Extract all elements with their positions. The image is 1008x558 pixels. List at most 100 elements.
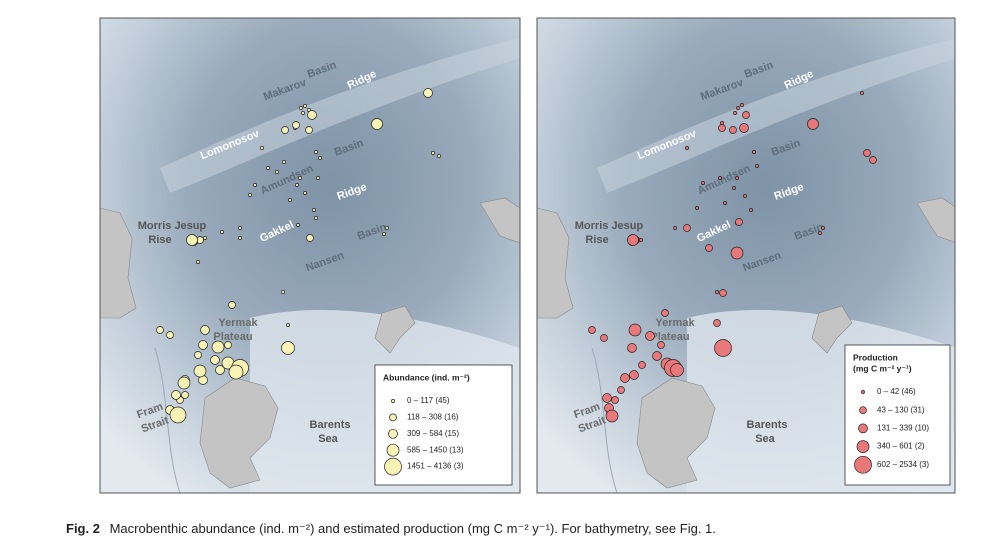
station-dot bbox=[200, 325, 210, 335]
legend-entry: 602 – 2534 (3) bbox=[877, 460, 929, 469]
station-dot bbox=[602, 393, 612, 403]
station-dot bbox=[733, 111, 737, 115]
station-dot bbox=[228, 301, 236, 309]
station-dot bbox=[735, 176, 739, 180]
station-dot bbox=[752, 150, 756, 154]
station-dot bbox=[281, 290, 285, 294]
station-dot bbox=[238, 236, 242, 240]
trench bbox=[591, 347, 618, 493]
station-dot bbox=[605, 409, 619, 423]
legend-title: (mg C m⁻² y⁻¹) bbox=[853, 363, 912, 373]
station-dot bbox=[385, 226, 389, 230]
ridge-band bbox=[160, 38, 520, 193]
legend-symbol bbox=[854, 455, 872, 474]
station-dot bbox=[169, 406, 187, 424]
legend-entry: 131 – 339 (10) bbox=[877, 424, 929, 433]
ridge-band bbox=[597, 38, 955, 193]
station-dot bbox=[720, 121, 724, 125]
station-dot bbox=[719, 289, 727, 297]
station-dot bbox=[718, 124, 726, 132]
station-dot bbox=[742, 111, 750, 119]
station-dot bbox=[303, 104, 307, 108]
station-dot bbox=[732, 186, 736, 190]
station-dot bbox=[657, 341, 665, 349]
legend-symbol bbox=[384, 457, 402, 476]
legend-entry: 43 – 130 (31) bbox=[877, 405, 925, 414]
legend-entry: 118 – 308 (16) bbox=[407, 413, 459, 422]
station-dot bbox=[743, 194, 747, 198]
place-label: Sea bbox=[755, 433, 775, 445]
station-dot bbox=[288, 198, 292, 202]
station-dot bbox=[215, 365, 225, 375]
station-dot bbox=[749, 208, 753, 212]
station-dot bbox=[281, 126, 289, 134]
place-label: Plateau bbox=[213, 331, 252, 343]
land-greenland bbox=[100, 207, 137, 319]
caption-text: Macrobenthic abundance (ind. m⁻²) and es… bbox=[110, 521, 716, 536]
station-dot bbox=[238, 226, 242, 230]
station-dot bbox=[588, 326, 596, 334]
station-dot bbox=[423, 88, 433, 98]
land-svalbard bbox=[636, 377, 716, 489]
legend-symbol bbox=[861, 390, 865, 394]
place-label: Plateau bbox=[650, 331, 689, 343]
station-dot bbox=[314, 216, 318, 220]
station-dot bbox=[203, 236, 207, 240]
station-dot bbox=[296, 223, 300, 227]
station-dot bbox=[695, 206, 699, 210]
station-dot bbox=[314, 150, 318, 154]
station-dot bbox=[627, 343, 637, 353]
station-dot bbox=[186, 234, 198, 246]
station-dot bbox=[807, 118, 819, 130]
station-dot bbox=[171, 390, 181, 400]
station-dot bbox=[713, 319, 721, 327]
place-label: Yermak bbox=[218, 317, 258, 329]
station-dot bbox=[194, 351, 202, 359]
station-dot bbox=[652, 351, 662, 361]
station-dot bbox=[437, 154, 441, 158]
station-dot bbox=[705, 244, 713, 252]
station-dot bbox=[714, 339, 732, 357]
station-dot bbox=[735, 218, 743, 226]
station-dot bbox=[295, 183, 299, 187]
land-franzjosef bbox=[374, 305, 416, 354]
station-dot bbox=[670, 363, 684, 377]
legend-symbol bbox=[858, 423, 868, 434]
station-dot bbox=[228, 364, 244, 380]
legend-symbol bbox=[386, 443, 400, 457]
land-greenland bbox=[537, 207, 574, 319]
station-dot bbox=[715, 290, 719, 294]
land-severnaya bbox=[479, 197, 520, 244]
legend-entry: 585 – 1450 (13) bbox=[407, 445, 464, 454]
station-dot bbox=[306, 234, 314, 242]
station-dot bbox=[723, 201, 727, 205]
station-dot bbox=[305, 126, 313, 134]
legend: Production(mg C m⁻² y⁻¹) 0 – 42 (46) 43 – … bbox=[844, 344, 951, 486]
station-dot bbox=[198, 340, 208, 350]
station-dot bbox=[371, 118, 383, 130]
place-label: Barents bbox=[747, 419, 788, 431]
station-dot bbox=[718, 176, 722, 180]
station-dot bbox=[193, 364, 207, 378]
legend-symbol bbox=[391, 399, 395, 403]
station-dot bbox=[303, 191, 307, 195]
legend-title: Abundance (ind. m⁻²) bbox=[383, 372, 470, 382]
caption: Fig. 2 Macrobenthic abundance (ind. m⁻²)… bbox=[66, 521, 716, 536]
station-dot bbox=[301, 111, 305, 115]
station-dot bbox=[701, 181, 705, 185]
station-dot bbox=[224, 341, 232, 349]
station-dot bbox=[211, 340, 225, 354]
station-dot bbox=[729, 126, 737, 134]
station-dot bbox=[286, 323, 290, 327]
station-dot bbox=[617, 386, 625, 394]
station-dot bbox=[282, 160, 286, 164]
legend-symbol bbox=[856, 440, 870, 453]
station-dot bbox=[260, 146, 264, 150]
station-dot bbox=[869, 156, 877, 164]
station-dot bbox=[661, 309, 669, 317]
station-dot bbox=[639, 238, 643, 242]
station-dot bbox=[755, 164, 759, 168]
station-dot bbox=[730, 246, 744, 260]
